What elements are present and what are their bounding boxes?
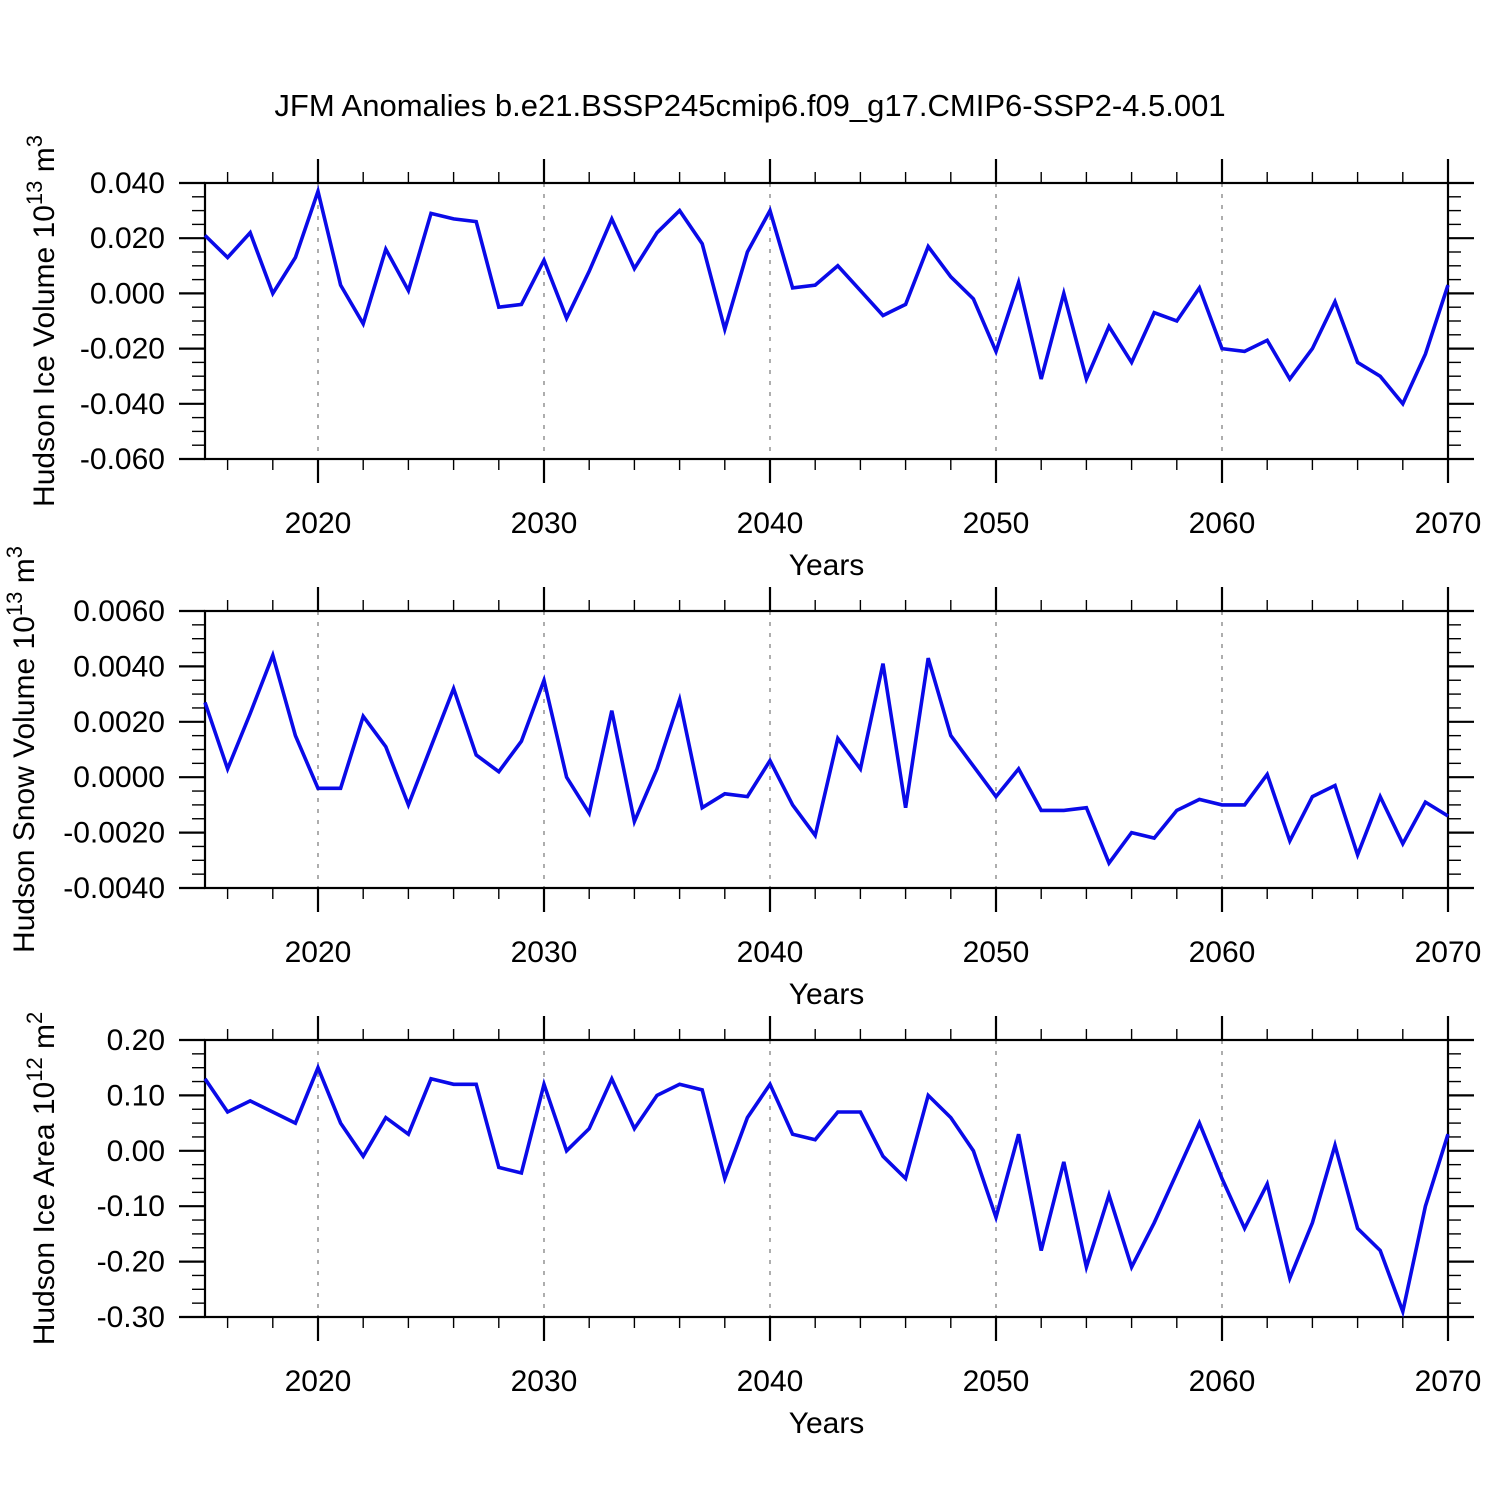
x-tick-label: 2050	[963, 507, 1030, 540]
y-axis-title: Hudson Snow Volume 1013 m3	[2, 546, 41, 953]
y-tick-label: 0.0040	[73, 650, 165, 683]
x-tick-label: 2040	[737, 1365, 804, 1398]
y-tick-label: -0.0040	[63, 872, 165, 905]
plot-frame	[203, 1038, 1450, 1319]
y-tick-label: 0.0020	[73, 706, 165, 739]
panel-ice-volume: 0.040 0.020 0.000 -0.020 -0.040 -0.060 2020 203…	[22, 135, 1481, 582]
x-tick-label: 2070	[1415, 1365, 1482, 1398]
x-tick-label: 2030	[511, 936, 578, 969]
y-tick-label: -0.30	[97, 1301, 165, 1334]
x-tick-label: 2020	[285, 936, 352, 969]
x-tick-label: 2030	[511, 1365, 578, 1398]
y-tick-label: 0.00	[107, 1135, 165, 1168]
y-tick-label: -0.10	[97, 1190, 165, 1223]
plot-frame	[203, 181, 1450, 461]
x-axis-title: Years	[789, 549, 865, 582]
x-tick-label: 2050	[963, 1365, 1030, 1398]
y-ticks	[179, 1038, 1474, 1319]
y-ticks	[179, 609, 1474, 890]
y-tick-label: 0.020	[90, 222, 165, 255]
y-tick-label: 0.20	[107, 1024, 165, 1057]
y-tick-label: -0.0020	[63, 817, 165, 850]
x-tick-label: 2040	[737, 936, 804, 969]
x-ticks	[226, 587, 1450, 912]
x-tick-label: 2060	[1189, 1365, 1256, 1398]
ice-area-line	[203, 1062, 1450, 1318]
x-axis-title: Years	[789, 1407, 865, 1440]
y-tick-label: 0.10	[107, 1079, 165, 1112]
y-axis-title: Hudson Ice Volume 1013 m3	[22, 135, 61, 507]
y-tick-label: -0.020	[80, 333, 165, 366]
x-tick-label: 2030	[511, 507, 578, 540]
x-tick-label: 2070	[1415, 936, 1482, 969]
panel-ice-area: 0.20 0.10 0.00 -0.10 -0.20 -0.30 2020 2030 2040 2…	[22, 1012, 1481, 1440]
y-axis-title: Hudson Ice Area 1012 m2	[22, 1012, 61, 1346]
panel-snow-volume: 0.0060 0.0040 0.0020 0.0000 -0.0020 -0.0040 20…	[2, 546, 1481, 1011]
x-tick-label: 2050	[963, 936, 1030, 969]
x-tick-label: 2060	[1189, 507, 1256, 540]
chart-title: JFM Anomalies b.e21.BSSP245cmip6.f09_g17…	[274, 88, 1226, 123]
y-tick-label: 0.0000	[73, 761, 165, 794]
y-tick-label: 0.040	[90, 167, 165, 200]
x-tick-label: 2020	[285, 1365, 352, 1398]
y-tick-label: -0.20	[97, 1246, 165, 1279]
x-ticks	[226, 159, 1450, 483]
x-tick-label: 2060	[1189, 936, 1256, 969]
x-tick-label: 2020	[285, 507, 352, 540]
y-tick-label: 0.000	[90, 277, 165, 310]
y-tick-label: 0.0060	[73, 595, 165, 628]
y-tick-label: -0.060	[80, 443, 165, 476]
y-ticks	[179, 181, 1474, 461]
x-ticks	[226, 1016, 1450, 1341]
x-tick-label: 2070	[1415, 507, 1482, 540]
x-tick-label: 2040	[737, 507, 804, 540]
snow-volume-line	[203, 649, 1449, 867]
y-tick-label: -0.040	[80, 388, 165, 421]
ice-volume-line	[203, 184, 1450, 408]
x-axis-title: Years	[789, 978, 865, 1011]
plot-frame	[203, 609, 1450, 890]
